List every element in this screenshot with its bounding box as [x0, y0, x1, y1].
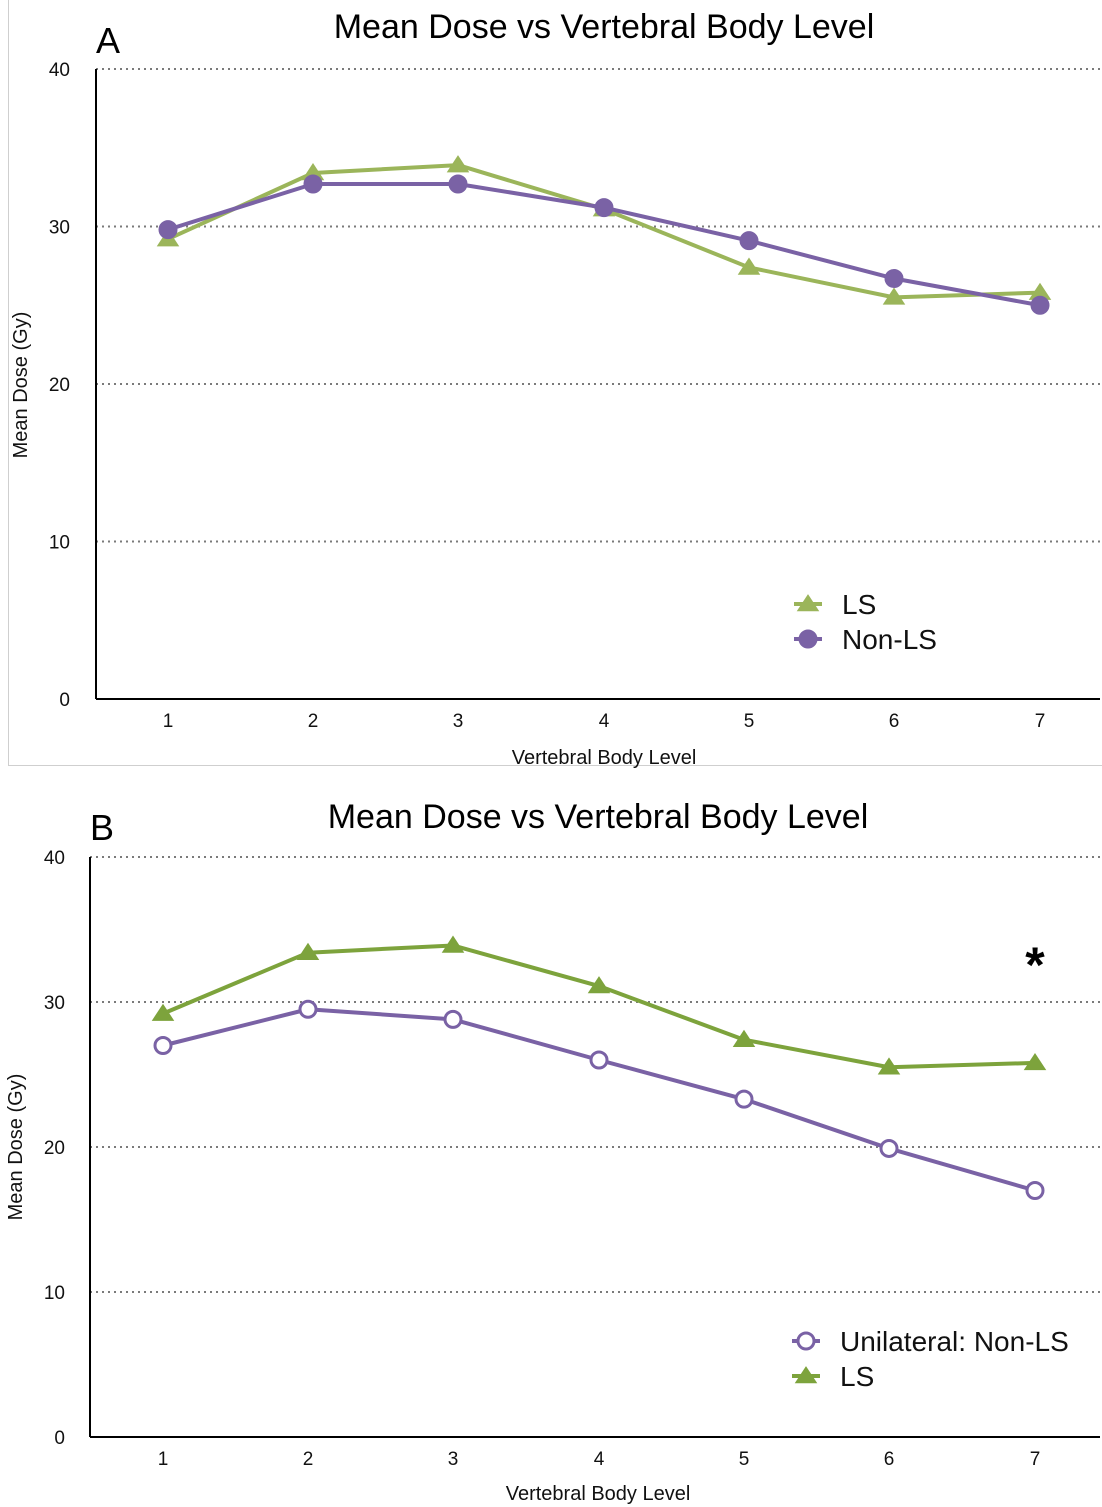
panel-b-significance-annotation: * — [1025, 937, 1045, 993]
panel-b-legend-label-ls: LS — [840, 1361, 874, 1392]
panel-a-series-line-ls — [167, 163, 1041, 300]
panel-b-y-tick-label: 10 — [44, 1283, 65, 1304]
panel-b-x-tick-label: 6 — [884, 1449, 895, 1470]
panel-b-point-ls — [1023, 1052, 1047, 1071]
panel-a-point-ls — [446, 155, 470, 173]
panel-a-legend-label-ls: LS — [842, 589, 876, 620]
panel-b-point-ls — [732, 1029, 756, 1047]
panel-a-x-axis-label: Vertebral Body Level — [512, 747, 697, 769]
panel-b-point-unilateral-non-ls — [153, 1036, 173, 1055]
panel-a-x-tick-label: 3 — [453, 711, 464, 732]
panel-a-y-tick-label: 10 — [49, 533, 70, 554]
panel-b-point-ls — [441, 935, 465, 953]
panel-a-letter: A — [96, 20, 120, 61]
panel-b-legend-label-unilateral-non-ls: Unilateral: Non-LS — [840, 1326, 1069, 1357]
panel-b-title: Mean Dose vs Vertebral Body Level — [328, 798, 869, 836]
panel-b-point-ls — [587, 976, 611, 994]
panel-b-point-ls — [151, 1003, 175, 1021]
panel-b-series-line-ls — [162, 943, 1036, 1070]
panel-b-y-tick-label: 30 — [44, 993, 65, 1014]
panel-a-point-non-ls — [448, 174, 468, 194]
panel-b-point-unilateral-non-ls — [443, 1009, 463, 1029]
panel-b-x-tick-label: 5 — [739, 1449, 750, 1470]
panel-a-x-tick-label: 6 — [889, 711, 900, 732]
panel-a-x-tick-label: 4 — [599, 711, 610, 732]
panel-a-y-tick-label: 30 — [49, 218, 70, 239]
panel-b-x-tick-label: 2 — [303, 1449, 314, 1470]
panel-a-y-axis-label: Mean Dose (Gy) — [10, 312, 32, 459]
panel-b-y-tick-label: 20 — [44, 1138, 65, 1159]
panel-b-x-tick-label: 3 — [448, 1449, 459, 1470]
panel-b-x-axis-label: Vertebral Body Level — [506, 1483, 691, 1505]
panel-b-legend-marker-unilateral-non-ls — [796, 1331, 816, 1351]
panel-a-point-non-ls — [594, 198, 614, 218]
panel-b-x-tick-label: 4 — [594, 1449, 605, 1470]
panel-a-point-non-ls — [1030, 295, 1050, 315]
panel-a-title: Mean Dose vs Vertebral Body Level — [334, 8, 875, 46]
panel-b-y-tick-label: 0 — [54, 1428, 65, 1449]
panel-b-point-unilateral-non-ls — [589, 1050, 609, 1070]
panel-b-x-tick-label: 1 — [158, 1449, 169, 1470]
panel-a-point-non-ls — [158, 220, 178, 240]
panel-a-point-non-ls — [739, 231, 759, 251]
panel-b-y-tick-label: 40 — [44, 848, 65, 869]
panel-a-y-tick-label: 20 — [49, 375, 70, 396]
panel-b-point-ls — [296, 942, 320, 960]
panel-a-x-tick-label: 5 — [744, 711, 755, 732]
panel-b-point-unilateral-non-ls — [298, 999, 318, 1019]
panel-a-y-tick-label: 0 — [59, 690, 70, 711]
panel-a-point-non-ls — [303, 174, 323, 194]
panel-a-legend-marker-ls — [796, 594, 820, 612]
panel-b-point-ls — [877, 1057, 901, 1075]
panel-a-point-ls — [882, 287, 906, 305]
panel-a-x-tick-label: 2 — [308, 711, 319, 732]
panel-a-x-tick-label: 7 — [1035, 711, 1046, 732]
panel-a-x-tick-label: 1 — [163, 711, 174, 732]
panel-b-point-unilateral-non-ls — [734, 1089, 754, 1109]
panel-a-legend-marker-non-ls — [798, 629, 818, 649]
panel-a-legend-label-non-ls: Non-LS — [842, 624, 937, 655]
panel-b-x-tick-label: 7 — [1030, 1449, 1041, 1470]
panel-b-series-line-unilateral-non-ls — [162, 1007, 1036, 1193]
panel-a-y-tick-label: 40 — [49, 60, 70, 81]
panel-a-frame — [8, 0, 1102, 766]
panel-b-legend-marker-ls — [794, 1366, 818, 1384]
panel-b-point-unilateral-non-ls — [879, 1138, 899, 1158]
panel-a-point-ls — [737, 257, 761, 275]
panel-b-point-unilateral-non-ls — [1025, 1181, 1045, 1200]
panel-b-letter: B — [90, 807, 114, 848]
panel-b-y-axis-label: Mean Dose (Gy) — [5, 1074, 27, 1221]
panel-a-point-non-ls — [884, 268, 904, 288]
